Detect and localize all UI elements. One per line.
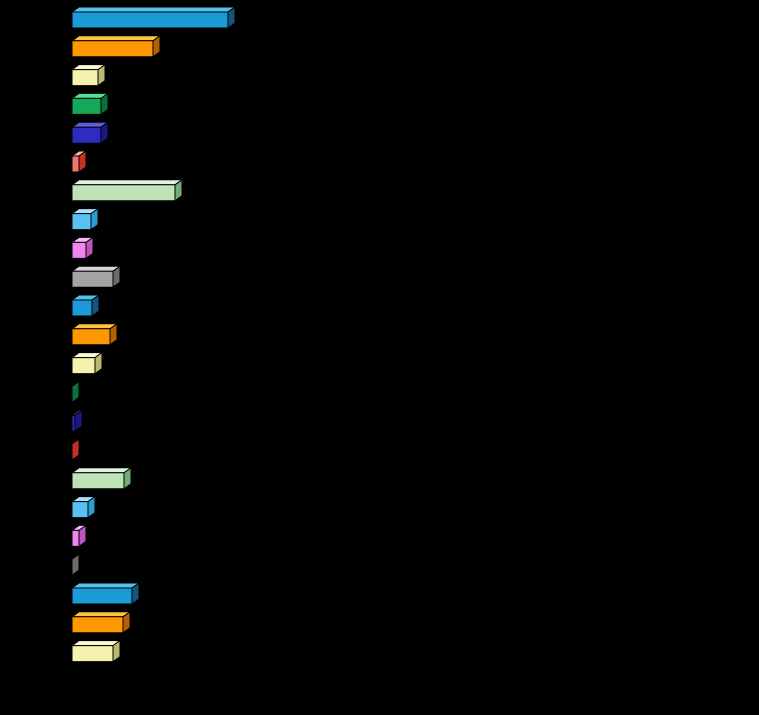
bar-row-17-pale-green xyxy=(70,466,133,490)
bar-row-22-orange xyxy=(70,610,132,634)
bar-row-20-gray xyxy=(71,553,80,577)
bar-row-4-green xyxy=(70,92,110,116)
bar-row-21-cerulean xyxy=(70,582,141,605)
bar-row-6-red-salmon xyxy=(70,150,88,173)
bar-row-7-pale-green xyxy=(70,178,184,202)
bar-row-3-pale-yellow xyxy=(70,63,107,87)
bar-row-5-royal-blue xyxy=(70,121,110,145)
bar-row-2-orange xyxy=(70,34,162,58)
bar-row-12-orange xyxy=(70,322,119,346)
bar-row-16-red-salmon xyxy=(71,438,80,461)
bar-row-10-gray xyxy=(70,265,122,289)
bar-row-13-pale-yellow xyxy=(70,351,104,375)
bar-row-1-cerulean xyxy=(70,6,237,29)
bar-row-23-pale-yellow xyxy=(70,639,122,663)
bar-row-11-cerulean xyxy=(70,294,101,317)
bar-row-8-sky-blue xyxy=(70,207,100,231)
bar-row-19-violet xyxy=(70,524,88,548)
bar-row-18-sky-blue xyxy=(70,495,97,519)
bar-row-9-violet xyxy=(70,236,95,260)
bar-row-14-green xyxy=(71,380,80,404)
bar-row-15-royal-blue xyxy=(70,409,84,433)
